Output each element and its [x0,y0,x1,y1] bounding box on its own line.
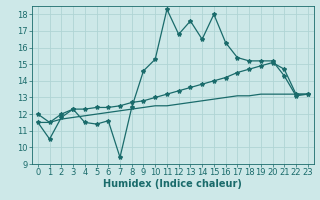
X-axis label: Humidex (Indice chaleur): Humidex (Indice chaleur) [103,179,242,189]
